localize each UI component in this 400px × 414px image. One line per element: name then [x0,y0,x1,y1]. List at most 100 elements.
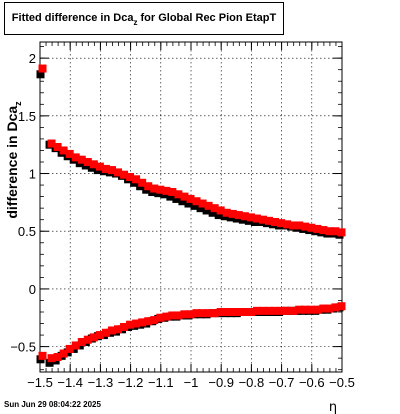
data-point [277,306,286,315]
data-point [59,146,68,155]
data-point [240,308,249,316]
x-tick-label: −1 [184,375,199,390]
data-point [210,309,219,318]
data-point [265,306,274,315]
data-point [172,194,181,203]
y-tick-label: 2 [29,51,36,66]
data-point [216,206,225,215]
data-point [150,184,159,193]
data-point [184,199,193,208]
data-point [204,309,213,318]
data-point [83,335,92,344]
data-point [162,312,171,321]
data-point [337,302,346,311]
data-point [196,204,205,213]
data-point [95,331,104,340]
data-point [47,139,56,148]
data-point [202,206,211,215]
title-prefix: Fitted difference in Dca [11,12,134,24]
data-point [271,306,280,315]
title-suffix: for Global Rec Pion EtapT [137,12,277,24]
data-point [65,149,74,158]
data-markers [36,64,346,367]
data-point [174,190,183,199]
data-point [138,318,147,327]
data-point [71,341,80,350]
data-point [210,204,219,213]
x-tick-label: −1.2 [118,375,144,390]
data-point [331,227,340,236]
data-point [186,194,195,203]
data-point [36,70,45,79]
data-point [180,192,189,201]
y-tick-label: 0 [29,282,36,297]
data-point [198,199,207,208]
data-point [138,178,147,187]
data-point [114,325,123,334]
data-point [198,309,207,318]
data-point [301,305,310,314]
x-tick-label: −0.6 [299,375,325,390]
data-point [246,308,255,316]
data-point [289,221,298,230]
data-point [252,214,261,223]
data-point [95,162,104,171]
data-point [89,333,98,342]
data-point [295,221,304,230]
x-tick-label: −0.9 [208,375,234,390]
data-point [289,306,298,315]
data-point [38,64,47,73]
data-point [208,208,217,217]
data-point [132,319,141,328]
y-axis-label-subscript: z [13,101,23,106]
data-point [107,166,116,175]
x-tick-label: −1.4 [57,375,83,390]
data-point [307,305,316,314]
data-point [192,197,201,206]
data-point [325,304,334,313]
data-point [234,308,243,316]
y-tick-label: −0.5 [10,340,36,355]
data-point [216,308,225,316]
data-point [313,224,322,233]
data-point [228,209,237,218]
data-point [228,308,237,316]
data-point [192,309,201,318]
data-point [301,222,310,231]
data-point [150,316,159,325]
data-point [337,228,346,237]
data-point [162,186,171,195]
title-subscript: z [133,18,138,27]
data-point [277,219,286,228]
data-point [222,208,231,217]
data-point [174,311,183,320]
x-tick-label: −0.5 [329,375,355,390]
data-point [234,211,243,220]
data-point [240,212,249,221]
axis-ticks [39,42,343,372]
data-point [246,213,255,222]
data-point [190,201,199,210]
data-point [101,164,110,173]
y-tick-label: 1.5 [18,109,36,124]
x-axis-label: η [329,400,337,414]
y-axis-label: difference in Dcaz [4,101,23,219]
x-tick-label: −0.7 [269,375,295,390]
x-tick-label: −1.1 [148,375,174,390]
data-point [166,192,175,201]
data-point [307,223,316,232]
data-point [186,310,195,319]
data-point [271,218,280,226]
y-axis-label-text: difference in Dca [4,106,20,219]
data-point [156,185,165,194]
tick-labels: −1.5 −1.4 −1.3 −1.2 −1.1 −1 −0.9 −0.8 −0.7 −0.6 −0… [10,51,355,390]
data-point [258,306,267,315]
data-point [283,306,292,315]
data-point [319,304,328,313]
data-point [144,317,153,326]
data-point [214,211,223,220]
y-tick-label: 0.5 [18,224,36,239]
data-point [47,354,56,363]
data-point [144,182,153,191]
